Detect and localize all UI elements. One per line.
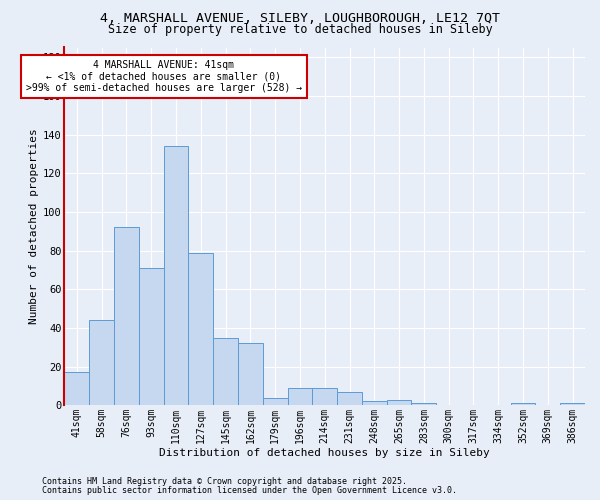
Bar <box>188 252 213 406</box>
Bar <box>139 268 164 406</box>
Bar <box>412 404 436 406</box>
Bar <box>560 404 585 406</box>
Text: Contains public sector information licensed under the Open Government Licence v3: Contains public sector information licen… <box>42 486 457 495</box>
Bar <box>64 372 89 406</box>
Text: Size of property relative to detached houses in Sileby: Size of property relative to detached ho… <box>107 24 493 36</box>
Bar <box>238 344 263 406</box>
Bar <box>337 392 362 406</box>
Bar <box>114 228 139 406</box>
Bar <box>287 388 313 406</box>
Bar <box>387 400 412 406</box>
Text: 4 MARSHALL AVENUE: 41sqm
← <1% of detached houses are smaller (0)
>99% of semi-d: 4 MARSHALL AVENUE: 41sqm ← <1% of detach… <box>26 60 302 93</box>
Bar <box>313 388 337 406</box>
Bar <box>362 402 387 406</box>
Bar <box>511 404 535 406</box>
Y-axis label: Number of detached properties: Number of detached properties <box>29 128 39 324</box>
X-axis label: Distribution of detached houses by size in Sileby: Distribution of detached houses by size … <box>160 448 490 458</box>
Bar <box>164 146 188 406</box>
Bar <box>213 338 238 406</box>
Text: 4, MARSHALL AVENUE, SILEBY, LOUGHBOROUGH, LE12 7QT: 4, MARSHALL AVENUE, SILEBY, LOUGHBOROUGH… <box>100 12 500 26</box>
Text: Contains HM Land Registry data © Crown copyright and database right 2025.: Contains HM Land Registry data © Crown c… <box>42 477 407 486</box>
Bar <box>89 320 114 406</box>
Bar <box>263 398 287 406</box>
